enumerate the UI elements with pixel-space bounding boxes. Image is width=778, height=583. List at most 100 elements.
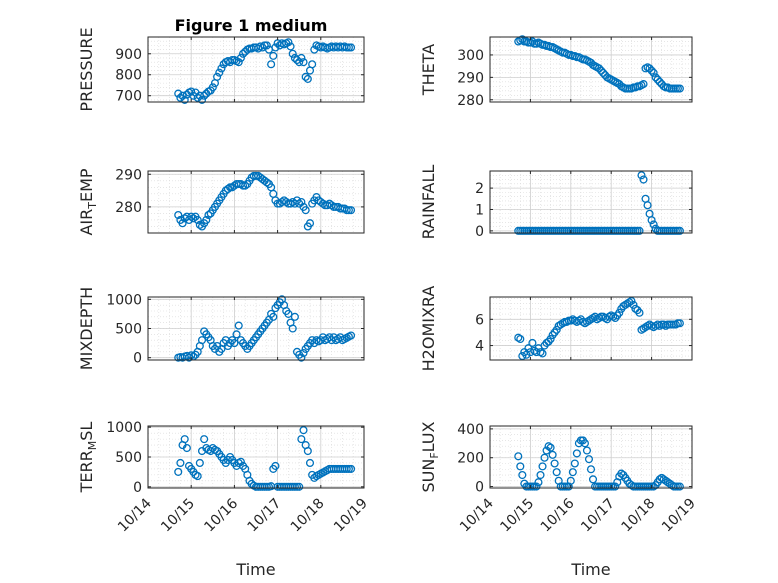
- data-point: [176, 93, 185, 102]
- major-grid: [489, 297, 693, 360]
- data-point: [675, 319, 684, 328]
- data-point: [269, 51, 278, 60]
- x-tick-label: 10/15: [158, 496, 198, 536]
- data-point: [609, 312, 618, 321]
- data-point: [297, 435, 306, 444]
- data-point: [234, 321, 243, 330]
- data-point: [284, 309, 293, 318]
- y-tick-label: 290: [115, 167, 142, 183]
- data-point: [552, 325, 561, 334]
- x-tick-label: 10/18: [619, 496, 659, 536]
- y-axis-label: SUNFLUX: [419, 421, 441, 492]
- data-point: [286, 42, 295, 51]
- x-tick-label: 10/14: [115, 495, 155, 535]
- y-axis-label: RAINFALL: [419, 165, 438, 240]
- x-tick-label: 10/18: [288, 496, 328, 536]
- data-point: [595, 313, 604, 323]
- data-point: [639, 80, 648, 89]
- data-point: [262, 41, 271, 50]
- data-point: [595, 64, 604, 73]
- x-tick-label: 10/16: [538, 495, 578, 535]
- axes-box: [489, 170, 693, 234]
- data-point: [516, 334, 525, 344]
- y-tick-label: 1000: [106, 420, 142, 436]
- data-point: [586, 315, 596, 324]
- data-point: [637, 325, 646, 334]
- subplot-theta: 280 290 300 THETA: [419, 35, 693, 109]
- data-point: [544, 442, 553, 451]
- data-point: [643, 201, 652, 210]
- data-point: [538, 349, 547, 358]
- y-axis-label: PRESSURE: [77, 27, 96, 111]
- data-point: [659, 320, 668, 329]
- data-point: [217, 64, 226, 73]
- data-point: [518, 470, 527, 480]
- data-point: [271, 461, 280, 470]
- data-point: [187, 212, 196, 221]
- data-point: [303, 74, 312, 83]
- data-point: [566, 476, 575, 485]
- data-point: [305, 458, 315, 468]
- data-point: [514, 333, 523, 342]
- data-point: [178, 91, 187, 100]
- figure-title: Figure 1 medium: [175, 16, 328, 35]
- data-point: [554, 321, 563, 330]
- data-point: [514, 452, 523, 461]
- data-point: [584, 316, 594, 325]
- data-point: [568, 468, 577, 477]
- data-point: [236, 457, 245, 466]
- y-axis-label: H2OMIXRA: [419, 286, 438, 372]
- data-point: [301, 72, 310, 81]
- data-point: [546, 334, 555, 344]
- data-point: [213, 72, 222, 81]
- data-point: [655, 77, 664, 86]
- data-point: [234, 58, 243, 67]
- y-tick-label: 2: [475, 181, 484, 197]
- data-point: [675, 482, 684, 491]
- y-tick-label: 0: [475, 480, 484, 496]
- data-point: [649, 68, 658, 77]
- subplot-mixdepth: 0 500 1000 MIXDEPTH: [77, 287, 365, 370]
- data-point: [297, 353, 306, 362]
- x-tick-label: 10/14: [457, 495, 497, 535]
- x-tick-label: 10/19: [331, 496, 371, 536]
- data-point: [582, 446, 592, 455]
- data-points: [514, 436, 684, 491]
- data-point: [639, 175, 648, 184]
- data-point: [619, 302, 628, 311]
- data-point: [647, 216, 656, 225]
- data-point: [197, 336, 207, 345]
- data-point: [299, 58, 308, 67]
- data-point: [180, 95, 189, 104]
- data-point: [305, 219, 315, 228]
- data-point: [639, 324, 648, 333]
- axes-box: [147, 170, 365, 234]
- data-point: [236, 53, 245, 63]
- data-point: [548, 450, 557, 459]
- y-axis-label: THETA: [419, 44, 438, 96]
- data-point: [241, 181, 250, 190]
- data-point: [572, 449, 581, 458]
- data-point: [215, 68, 224, 77]
- data-point: [675, 226, 684, 235]
- data-point: [271, 43, 280, 52]
- data-point: [174, 467, 183, 476]
- y-tick-label: 500: [115, 450, 142, 466]
- data-point: [649, 220, 658, 229]
- data-point: [223, 184, 232, 194]
- data-point: [230, 339, 239, 348]
- y-tick-label: 0: [133, 480, 142, 496]
- y-tick-label: 900: [115, 47, 142, 63]
- y-tick-label: 400: [457, 422, 484, 438]
- data-points: [514, 171, 684, 235]
- data-point: [202, 215, 211, 225]
- data-point: [346, 464, 356, 473]
- data-point: [178, 219, 187, 228]
- data-point: [254, 44, 263, 53]
- data-point: [193, 215, 202, 225]
- x-tick-label: 10/17: [578, 496, 618, 536]
- data-point: [267, 60, 276, 69]
- data-point: [308, 60, 317, 69]
- data-point: [621, 300, 630, 309]
